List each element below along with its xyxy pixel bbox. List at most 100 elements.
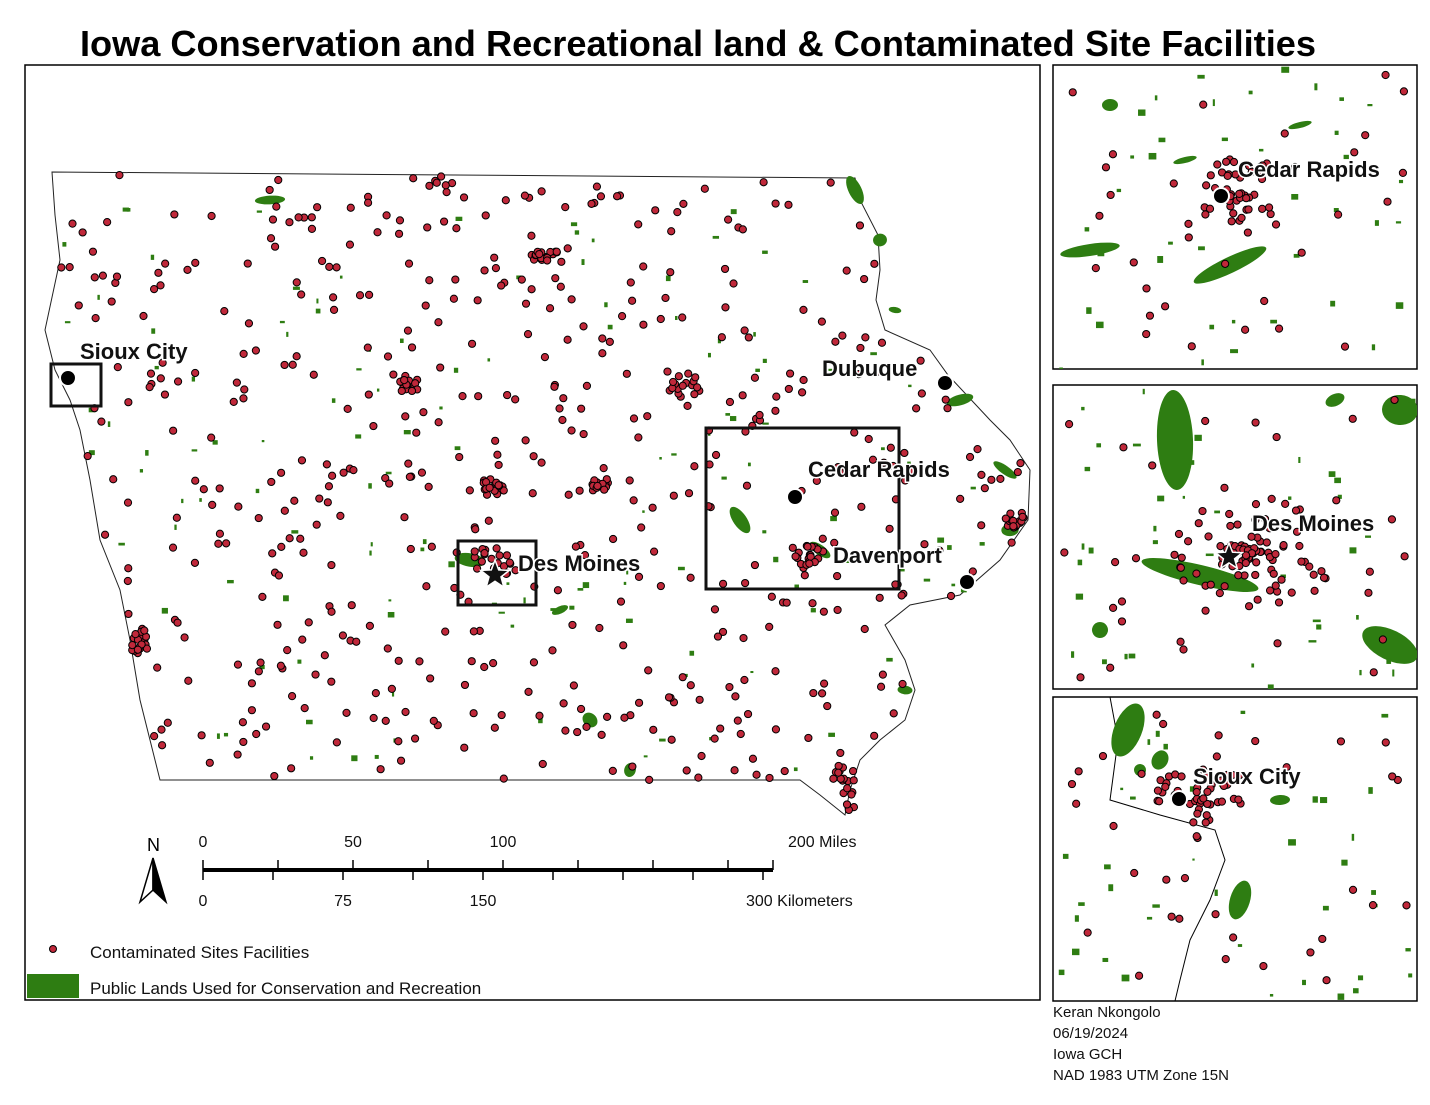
- contaminated-site: [180, 633, 189, 642]
- inset-label: Des Moines: [1252, 511, 1374, 536]
- contaminated-site: [229, 397, 238, 407]
- public-land: [721, 476, 727, 480]
- contaminated-site: [400, 513, 409, 522]
- credit-line: Keran Nkongolo: [1053, 1004, 1161, 1021]
- public-land: [1201, 359, 1204, 366]
- public-land: [1173, 155, 1197, 165]
- contaminated-site: [511, 566, 520, 575]
- contaminated-site: [1192, 832, 1201, 841]
- contaminated-site: [1234, 795, 1243, 804]
- contaminated-site: [1211, 910, 1220, 919]
- contaminated-site: [191, 368, 200, 378]
- public-land: [1325, 393, 1345, 407]
- contaminated-site: [629, 496, 638, 505]
- contaminated-site: [124, 564, 133, 573]
- contaminated-site: [576, 704, 586, 714]
- contaminated-site: [686, 573, 695, 582]
- contaminated-site: [987, 475, 996, 484]
- contaminated-site: [1184, 537, 1193, 546]
- public-land: [1237, 944, 1243, 947]
- contaminated-site: [656, 581, 665, 591]
- contaminated-site: [502, 551, 512, 560]
- contaminated-site: [812, 476, 821, 485]
- contaminated-site: [405, 472, 414, 482]
- public-land: [1121, 974, 1130, 982]
- public-land: [1398, 179, 1404, 184]
- contaminated-site: [718, 579, 728, 588]
- public-land: [946, 393, 974, 407]
- public-land: [1132, 443, 1141, 447]
- public-land: [199, 498, 202, 502]
- credit-line: NAD 1983 UTM Zone 15N: [1053, 1067, 1229, 1084]
- contaminated-site: [935, 546, 944, 555]
- public-land: [1293, 253, 1300, 258]
- contaminated-site: [524, 687, 533, 696]
- inset-label: Cedar Rapids: [1238, 157, 1380, 182]
- contaminated-site: [561, 726, 570, 735]
- contaminated-site: [406, 544, 415, 554]
- contaminated-site: [1336, 737, 1346, 746]
- public-land: [487, 358, 491, 362]
- contaminated-site: [834, 768, 843, 777]
- contaminated-site: [1390, 395, 1399, 405]
- contaminated-site: [469, 709, 478, 718]
- public-land: [1302, 979, 1306, 986]
- public-land: [261, 440, 265, 443]
- contaminated-site: [1272, 432, 1281, 442]
- contaminated-site: [124, 609, 133, 619]
- contaminated-site: [1109, 821, 1118, 831]
- contaminated-site: [598, 349, 607, 358]
- public-land: [376, 388, 380, 392]
- public-land: [1405, 948, 1411, 952]
- main-frame: [24, 64, 1041, 1001]
- public-land: [1381, 713, 1389, 718]
- scale-label: 100: [490, 834, 517, 851]
- contaminated-site: [620, 713, 629, 722]
- contaminated-site: [1281, 499, 1290, 508]
- public-land: [191, 376, 196, 382]
- contaminated-site: [649, 725, 658, 734]
- public-land: [538, 717, 543, 724]
- contaminated-site: [1106, 663, 1115, 672]
- contaminated-site: [771, 199, 780, 208]
- public-land: [1188, 460, 1195, 465]
- inset-extent: [704, 426, 901, 591]
- public-land: [923, 578, 931, 582]
- contaminated-site: [916, 356, 925, 365]
- contaminated-site: [545, 304, 555, 313]
- public-land: [122, 207, 129, 212]
- contaminated-site: [1279, 522, 1288, 531]
- contaminated-site: [296, 534, 305, 543]
- contaminated-site: [437, 172, 446, 181]
- contaminated-site: [716, 724, 725, 733]
- public-land: [677, 566, 685, 571]
- contaminated-site: [274, 571, 284, 580]
- contaminated-site: [711, 450, 721, 460]
- contaminated-site: [1251, 500, 1261, 509]
- contaminated-site: [172, 513, 181, 522]
- contaminated-site: [158, 358, 167, 367]
- contaminated-site: [567, 426, 576, 435]
- public-land: [888, 306, 902, 314]
- public-land: [979, 542, 985, 546]
- contaminated-site: [369, 421, 378, 431]
- contaminated-site: [252, 729, 261, 739]
- public-land: [1156, 390, 1194, 490]
- public-land: [1248, 90, 1253, 95]
- contaminated-site: [1282, 763, 1291, 772]
- public-land: [1291, 193, 1299, 200]
- contaminated-site: [1274, 598, 1284, 607]
- contaminated-site: [490, 723, 499, 732]
- contaminated-site: [742, 481, 752, 490]
- contaminated-site: [1265, 524, 1274, 533]
- public-land: [399, 338, 404, 344]
- public-land: [1288, 839, 1296, 846]
- contaminated-site: [168, 543, 178, 552]
- contaminated-site: [752, 770, 761, 779]
- contaminated-site: [767, 592, 776, 601]
- public-land: [88, 450, 95, 456]
- public-land: [1228, 880, 1252, 920]
- contaminated-site: [669, 491, 678, 500]
- contaminated-site: [860, 274, 869, 284]
- public-land: [1351, 833, 1355, 841]
